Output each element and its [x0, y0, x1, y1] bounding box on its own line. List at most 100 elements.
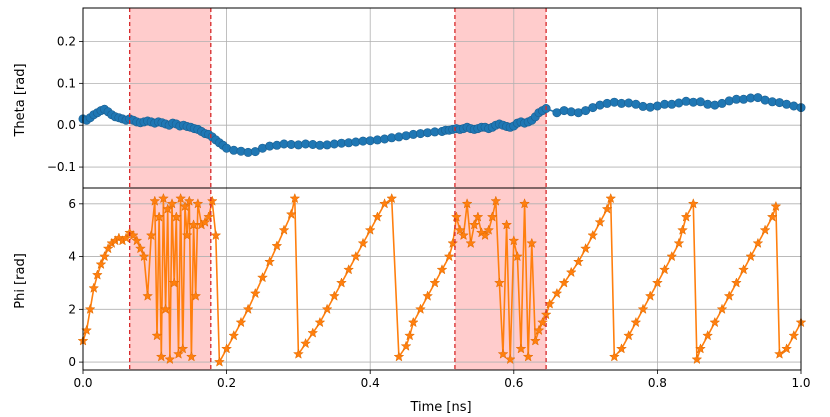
data-point-1-88 — [472, 211, 484, 222]
data-point-1-19 — [145, 229, 157, 241]
data-point-1-82 — [450, 211, 462, 222]
data-point-1-110 — [558, 277, 570, 288]
data-point-1-29 — [168, 277, 180, 288]
data-point-1-70 — [379, 198, 390, 209]
data-point-1-103 — [526, 237, 538, 248]
data-point-1-144 — [774, 348, 785, 359]
data-point-1-72 — [393, 351, 405, 362]
data-point-1-23 — [155, 351, 167, 362]
data-point-1-33 — [177, 343, 189, 354]
data-point-1-69 — [371, 211, 383, 222]
data-point-1-111 — [565, 266, 577, 278]
data-point-1-25 — [160, 303, 171, 314]
data-point-1-59 — [300, 337, 311, 349]
data-point-1-127 — [673, 237, 685, 248]
data-point-1-65 — [343, 264, 355, 275]
data-point-1-37 — [186, 351, 197, 362]
data-point-1-117 — [605, 192, 617, 204]
data-point-1-119 — [616, 343, 627, 354]
y-tick-label-1-2: 2 — [68, 302, 76, 316]
data-point-1-109 — [551, 287, 563, 299]
data-point-1-47 — [221, 343, 233, 354]
data-point-1-34 — [179, 200, 191, 212]
data-point-1-68 — [364, 224, 376, 235]
data-point-1-105 — [533, 324, 545, 336]
data-point-1-39 — [190, 290, 202, 301]
data-point-1-137 — [730, 277, 742, 288]
data-point-1-57 — [289, 192, 301, 204]
data-point-1-3 — [88, 282, 100, 293]
y-tick-label-1-3: 0 — [68, 355, 76, 369]
x-tick-label-5: 1.0 — [791, 376, 810, 390]
data-point-1-98 — [508, 235, 520, 246]
data-point-1-64 — [336, 277, 347, 288]
data-point-1-141 — [759, 224, 771, 235]
data-point-1-125 — [659, 264, 670, 275]
data-point-1-101 — [519, 198, 530, 209]
data-point-1-67 — [357, 237, 369, 248]
data-point-1-28 — [166, 198, 178, 209]
data-point-1-132 — [695, 343, 706, 354]
data-point-1-31 — [173, 348, 184, 359]
data-point-1-129 — [680, 211, 692, 222]
data-point-1-145 — [781, 343, 793, 354]
data-point-1-51 — [249, 287, 261, 299]
data-point-1-66 — [350, 250, 362, 262]
data-point-1-63 — [328, 290, 340, 301]
data-series — [77, 93, 807, 367]
data-point-1-133 — [702, 329, 714, 341]
data-point-1-56 — [285, 208, 297, 219]
data-point-1-78 — [429, 277, 441, 288]
data-point-1-12 — [120, 232, 132, 243]
data-point-1-124 — [651, 277, 663, 288]
data-point-1-146 — [788, 329, 800, 341]
data-point-1-96 — [501, 219, 513, 230]
data-point-1-128 — [677, 224, 688, 235]
data-point-1-27 — [164, 353, 176, 365]
data-point-1-104 — [529, 335, 541, 346]
data-point-1-140 — [752, 237, 764, 248]
series-line-1-0 — [82, 197, 802, 363]
phi-axis-label: Phi [rad] — [13, 253, 28, 309]
data-point-1-71 — [386, 192, 398, 204]
data-point-1-86 — [465, 237, 477, 248]
data-point-1-26 — [162, 203, 174, 214]
y-tick-label-0-0: 0.2 — [57, 34, 76, 48]
data-point-1-76 — [415, 303, 426, 314]
data-point-1-2 — [84, 303, 96, 314]
data-point-1-97 — [504, 353, 516, 365]
data-point-1-131 — [691, 353, 703, 365]
data-point-1-55 — [278, 224, 290, 235]
x-tick-label-1: 0.2 — [217, 376, 236, 390]
data-point-1-49 — [235, 316, 247, 328]
data-point-1-22 — [153, 211, 165, 222]
data-point-1-15 — [131, 235, 143, 246]
x-tick-label-3: 0.6 — [504, 376, 523, 390]
data-point-1-135 — [716, 303, 728, 314]
data-point-1-62 — [321, 303, 333, 314]
data-point-1-114 — [587, 229, 599, 241]
interval-boundaries — [129, 8, 547, 370]
data-point-1-58 — [292, 348, 304, 359]
data-point-1-6 — [99, 250, 110, 262]
data-point-1-102 — [522, 351, 534, 362]
data-point-0-44 — [250, 147, 260, 157]
data-point-1-80 — [443, 250, 455, 262]
data-point-1-20 — [149, 195, 161, 206]
data-point-1-46 — [214, 356, 225, 367]
y-tick-label-1-0: 6 — [68, 197, 76, 211]
data-point-1-94 — [494, 277, 505, 288]
data-point-1-5 — [95, 258, 107, 270]
data-point-1-18 — [142, 290, 154, 301]
data-point-1-106 — [537, 316, 548, 328]
theta-axis-label: Theta [rad] — [13, 63, 28, 137]
data-point-1-142 — [766, 211, 778, 222]
data-point-1-21 — [151, 329, 163, 341]
data-point-1-16 — [135, 242, 146, 254]
data-point-1-90 — [479, 229, 491, 241]
data-point-1-113 — [580, 242, 592, 254]
axis-ticks: 0.0 0.2 0.4 0.6 0.8 1.0 0.2 0.1 0.0 −0.1 6 4 2 0 — [47, 34, 811, 390]
y-tick-label-0-3: −0.1 — [47, 160, 76, 174]
data-point-1-77 — [422, 290, 434, 301]
